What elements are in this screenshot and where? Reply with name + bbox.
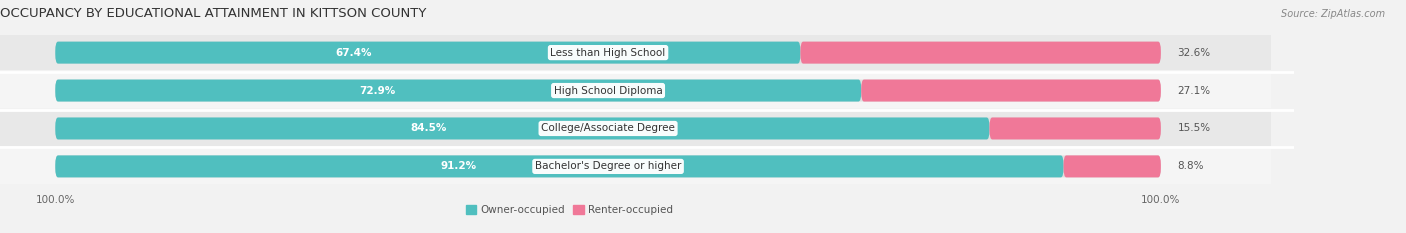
FancyBboxPatch shape <box>990 117 1161 140</box>
Text: High School Diploma: High School Diploma <box>554 86 662 96</box>
FancyBboxPatch shape <box>1063 155 1161 177</box>
Text: Source: ZipAtlas.com: Source: ZipAtlas.com <box>1281 9 1385 19</box>
FancyBboxPatch shape <box>55 42 800 64</box>
Legend: Owner-occupied, Renter-occupied: Owner-occupied, Renter-occupied <box>465 205 672 215</box>
Text: Less than High School: Less than High School <box>550 48 665 58</box>
FancyBboxPatch shape <box>862 79 1161 102</box>
FancyBboxPatch shape <box>55 117 990 140</box>
Text: 84.5%: 84.5% <box>411 123 447 134</box>
Text: 15.5%: 15.5% <box>1177 123 1211 134</box>
FancyBboxPatch shape <box>55 155 1063 177</box>
Text: College/Associate Degree: College/Associate Degree <box>541 123 675 134</box>
FancyBboxPatch shape <box>55 79 862 102</box>
Text: 72.9%: 72.9% <box>360 86 395 96</box>
FancyBboxPatch shape <box>55 117 1161 140</box>
FancyBboxPatch shape <box>55 79 1161 102</box>
Text: 27.1%: 27.1% <box>1177 86 1211 96</box>
Text: 91.2%: 91.2% <box>440 161 477 171</box>
Text: 67.4%: 67.4% <box>335 48 371 58</box>
Text: OCCUPANCY BY EDUCATIONAL ATTAINMENT IN KITTSON COUNTY: OCCUPANCY BY EDUCATIONAL ATTAINMENT IN K… <box>0 7 426 20</box>
FancyBboxPatch shape <box>55 155 1161 177</box>
Text: Bachelor's Degree or higher: Bachelor's Degree or higher <box>534 161 682 171</box>
FancyBboxPatch shape <box>0 149 1271 184</box>
Text: 32.6%: 32.6% <box>1177 48 1211 58</box>
FancyBboxPatch shape <box>55 42 1161 64</box>
FancyBboxPatch shape <box>0 73 1271 108</box>
Text: 8.8%: 8.8% <box>1177 161 1204 171</box>
FancyBboxPatch shape <box>0 35 1271 70</box>
FancyBboxPatch shape <box>0 111 1271 146</box>
FancyBboxPatch shape <box>800 42 1161 64</box>
